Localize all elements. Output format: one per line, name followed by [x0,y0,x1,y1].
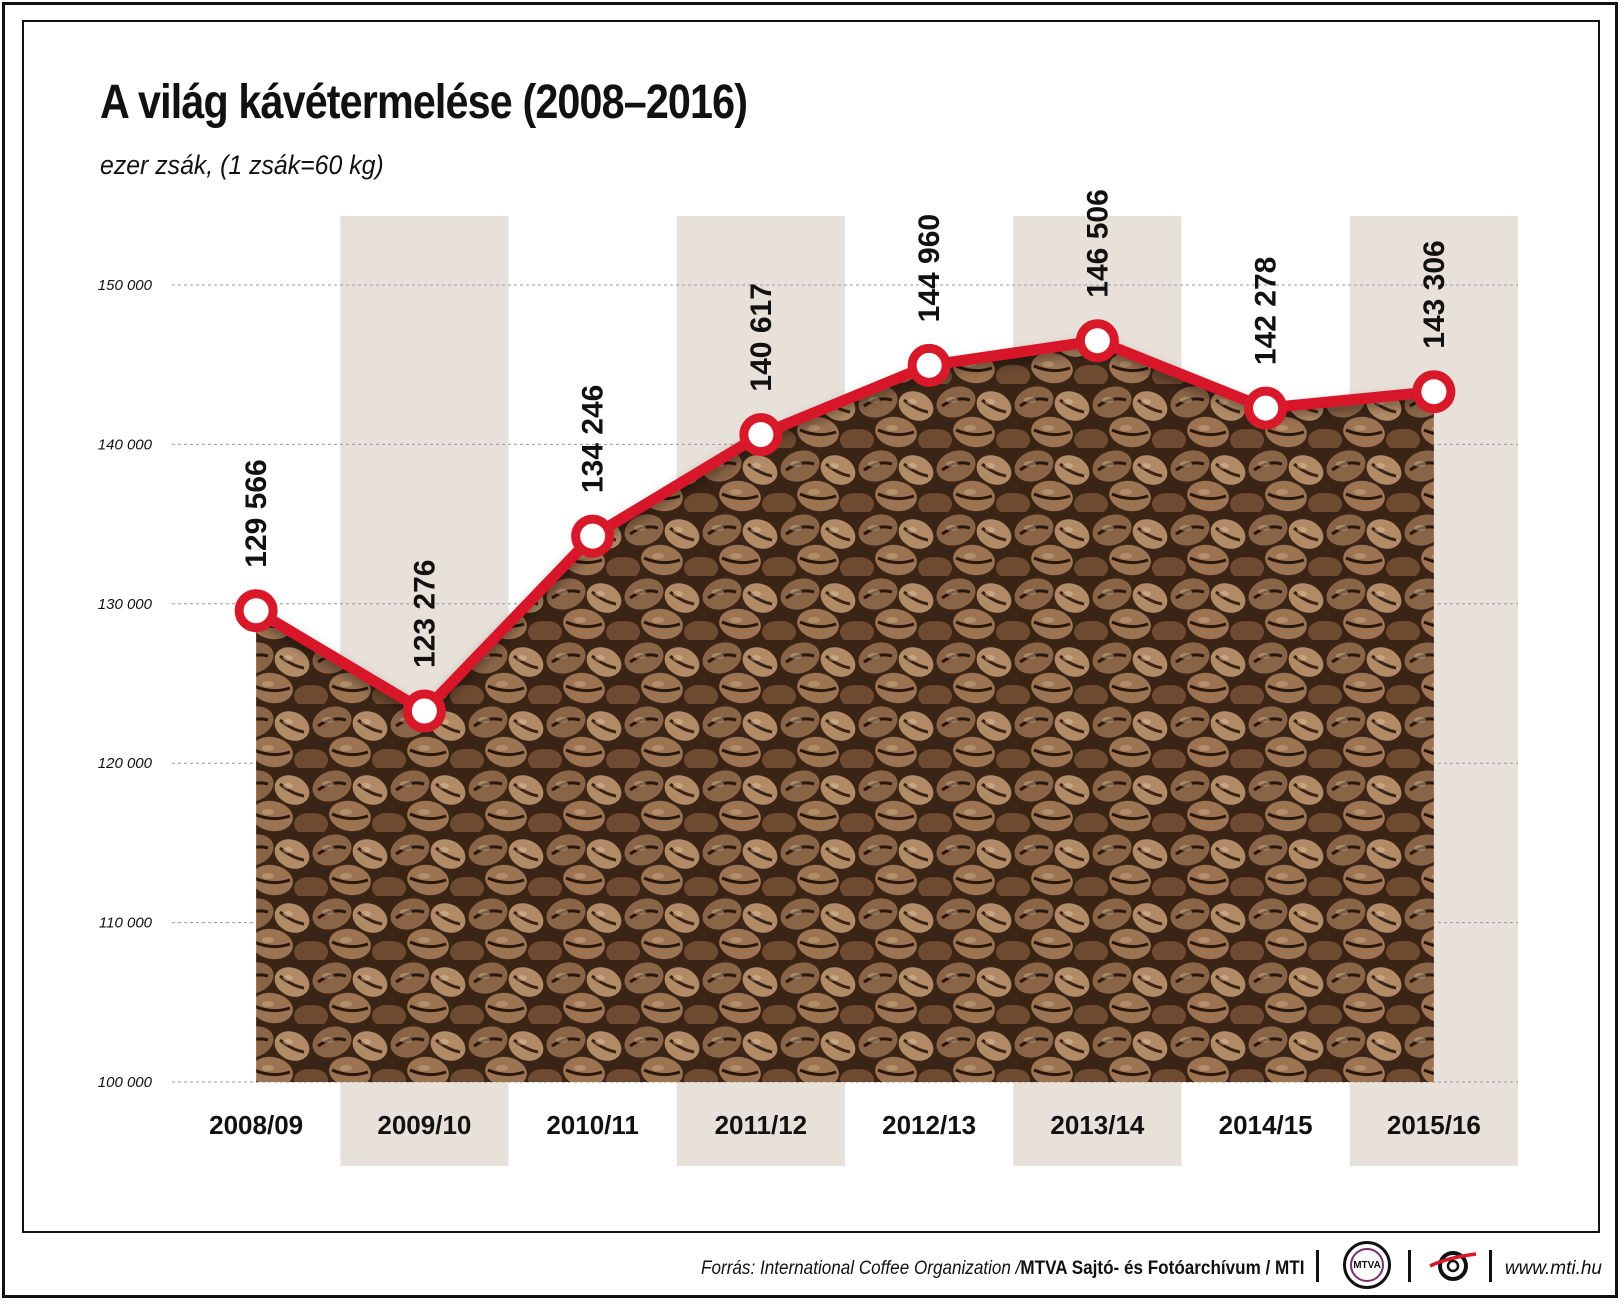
data-label: 140 617 [745,283,778,391]
data-point-marker [1412,370,1456,414]
y-tick-label: 120 000 [98,755,153,772]
y-tick-label: 140 000 [98,436,153,453]
x-tick-label: 2011/12 [715,1110,808,1140]
data-label: 129 566 [240,459,273,567]
y-tick-label: 150 000 [98,277,153,294]
data-point-marker [234,589,278,633]
chart-frame [22,20,1600,1233]
data-label: 123 276 [408,560,441,668]
source-agency: MTVA Sajtó- és Fotóarchívum / MTI [1019,1258,1304,1279]
mtva-logo: MTVA [1343,1241,1391,1289]
data-label: 146 506 [1081,189,1114,297]
data-point-marker [1244,386,1288,430]
series-line [250,335,1440,717]
data-point-marker [402,689,446,733]
data-point-marker [571,514,615,558]
mti-logo-icon [1429,1251,1477,1281]
data-label: 144 960 [913,214,946,322]
coffee-beans-area [256,340,1434,1083]
source-prefix: Forrás: International Coffee Organizatio… [700,1258,1020,1279]
data-point-marker [1075,319,1119,363]
x-tick-label: 2010/11 [546,1110,639,1140]
y-tick-label: 130 000 [98,596,153,613]
chart-title: A világ kávétermelése (2008–2016) [100,76,748,129]
mtva-logo-text: MTVA [1353,1259,1381,1271]
data-label: 143 306 [1418,240,1451,348]
footer-separator [1316,1250,1319,1282]
footer-separator [1489,1250,1492,1282]
y-tick-label: 110 000 [99,915,153,932]
data-label: 134 246 [577,385,610,493]
x-tick-label: 2013/14 [1050,1110,1145,1140]
data-point-marker [907,343,951,387]
footer-separator [1408,1250,1411,1282]
data-label: 142 278 [1250,257,1283,365]
source-credit: Forrás: International Coffee Organizatio… [701,1254,1304,1284]
x-tick-label: 2015/16 [1387,1110,1481,1140]
chart-subtitle: ezer zsák, (1 zsák=60 kg) [100,150,384,180]
data-point-marker [739,413,783,457]
website-url: www.mti.hu [1504,1258,1602,1279]
x-tick-label: 2012/13 [882,1110,976,1140]
x-tick-label: 2008/09 [209,1110,303,1140]
x-tick-label: 2014/15 [1219,1110,1313,1140]
x-tick-label: 2009/10 [377,1110,471,1140]
y-tick-label: 100 000 [98,1074,153,1091]
